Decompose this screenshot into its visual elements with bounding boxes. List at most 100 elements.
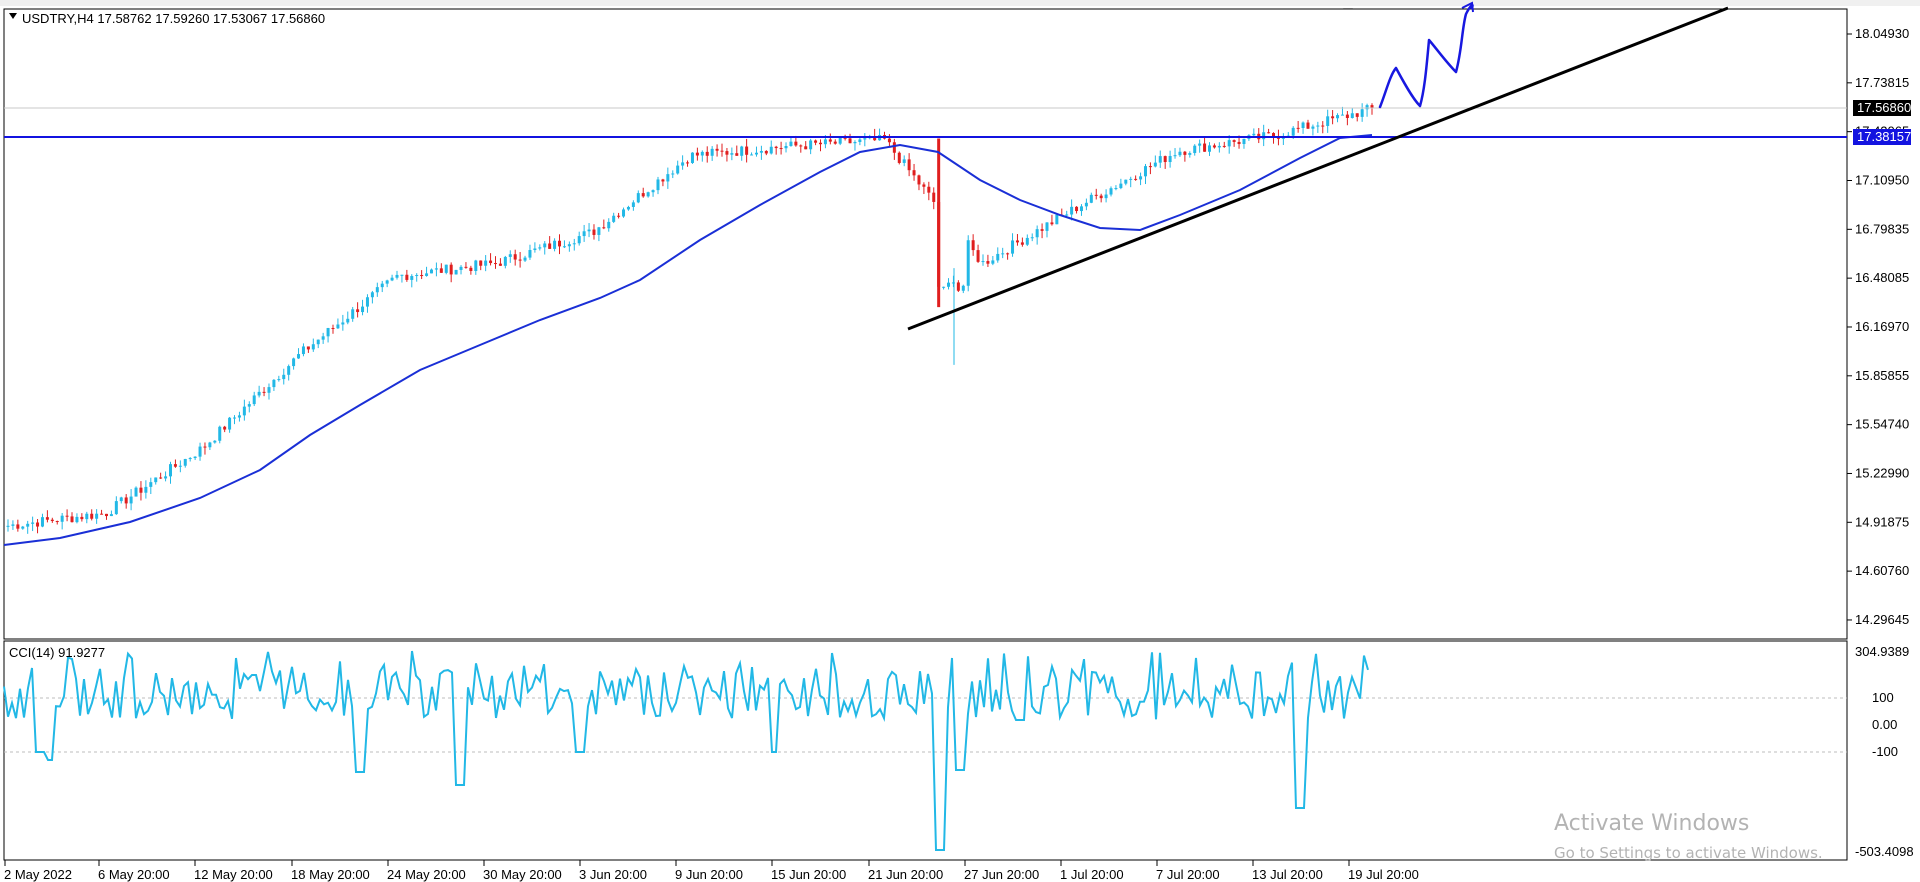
- candle: [65, 509, 69, 522]
- candle: [1119, 178, 1123, 190]
- candle: [1168, 150, 1172, 168]
- candle: [1306, 119, 1310, 129]
- candle: [1134, 175, 1138, 181]
- candle: [233, 415, 237, 425]
- candle: [715, 144, 719, 157]
- candle: [1345, 111, 1349, 126]
- candle: [410, 274, 414, 288]
- candle: [1129, 176, 1133, 188]
- candle: [1030, 233, 1034, 242]
- candle: [6, 519, 10, 532]
- candle: [607, 218, 611, 232]
- candle: [745, 138, 749, 163]
- candle: [562, 240, 566, 249]
- price-axis-label: 14.91875: [1855, 514, 1909, 529]
- candle: [213, 440, 217, 444]
- candle: [306, 346, 310, 353]
- candle: [272, 379, 276, 391]
- top-toolbar-strip: [0, 0, 1920, 6]
- candle: [769, 140, 773, 155]
- candle: [735, 145, 739, 156]
- candle: [1183, 150, 1187, 162]
- candle: [686, 160, 690, 167]
- candle: [671, 170, 675, 179]
- candle: [1222, 141, 1226, 148]
- candle: [331, 324, 335, 334]
- candle: [1109, 186, 1113, 197]
- candle: [444, 264, 448, 275]
- time-axis-label: 21 Jun 20:00: [868, 867, 943, 882]
- candle: [134, 486, 138, 497]
- price-axis-label: 16.16970: [1855, 319, 1909, 334]
- price-axis-label: 17.73815: [1855, 75, 1909, 90]
- candle: [434, 262, 438, 277]
- candle: [109, 510, 113, 517]
- candle: [375, 282, 379, 297]
- candle: [188, 457, 192, 462]
- candle: [754, 146, 758, 157]
- cci-axis-label: -503.4098: [1855, 844, 1914, 859]
- time-axis-label: 19 Jul 20:00: [1348, 867, 1419, 882]
- activate-windows-subtitle: Go to Settings to activate Windows.: [1554, 844, 1823, 862]
- time-axis-label: 6 May 20:00: [98, 867, 170, 882]
- candle: [1208, 142, 1212, 156]
- candle: [1045, 222, 1049, 238]
- candle: [429, 268, 433, 274]
- candle: [1212, 143, 1216, 149]
- candle: [720, 143, 724, 157]
- candle: [705, 146, 709, 163]
- candle: [833, 139, 837, 145]
- candle: [523, 255, 527, 262]
- candle: [301, 343, 305, 357]
- candle: [518, 252, 522, 268]
- candle: [612, 212, 616, 224]
- candle: [164, 471, 168, 482]
- candle: [484, 255, 488, 272]
- candle: [548, 236, 552, 249]
- candle: [1262, 124, 1266, 147]
- freehand-projection-drawing[interactable]: [1378, 3, 1474, 109]
- candle: [602, 219, 606, 230]
- candle: [750, 152, 754, 156]
- price-axis-label: 15.22990: [1855, 465, 1909, 480]
- candle: [31, 516, 35, 532]
- candle: [55, 520, 59, 525]
- candle: [543, 241, 547, 255]
- candle: [1331, 110, 1335, 125]
- ascending-trendline[interactable]: [907, 6, 1729, 331]
- candle: [193, 456, 197, 461]
- current-price-tag: 17.56860: [1853, 100, 1911, 116]
- candle: [1153, 155, 1157, 168]
- candle: [40, 513, 44, 528]
- candle: [365, 294, 369, 313]
- candle: [90, 509, 94, 521]
- candle: [981, 254, 985, 266]
- candle: [336, 318, 340, 329]
- candle: [493, 256, 497, 269]
- indicator-header: CCI(14) 91.9277: [9, 645, 105, 660]
- candle: [11, 520, 15, 530]
- candle: [479, 260, 483, 271]
- candle: [1198, 139, 1202, 153]
- candle: [262, 387, 266, 397]
- main-price-pane[interactable]: USDTRY,H4 17.58762 17.59260 17.53067 17.…: [3, 1, 1848, 640]
- price-axis-label: 18.04930: [1855, 26, 1909, 41]
- candle: [104, 513, 108, 520]
- candle: [1079, 204, 1083, 216]
- candle: [223, 425, 227, 433]
- candle: [838, 136, 842, 146]
- candle: [1242, 138, 1246, 149]
- candle: [218, 425, 222, 444]
- candle: [971, 234, 975, 256]
- time-axis-label: 24 May 20:00: [387, 867, 466, 882]
- cci-indicator-pane[interactable]: CCI(14) 91.9277: [3, 640, 1848, 861]
- candle: [139, 481, 143, 501]
- candle: [114, 496, 118, 515]
- candle: [1173, 148, 1177, 159]
- chart-menu-icon[interactable]: [9, 13, 17, 19]
- candle: [1148, 162, 1152, 175]
- candle: [400, 274, 404, 283]
- candle: [168, 461, 172, 484]
- candle: [1326, 109, 1330, 133]
